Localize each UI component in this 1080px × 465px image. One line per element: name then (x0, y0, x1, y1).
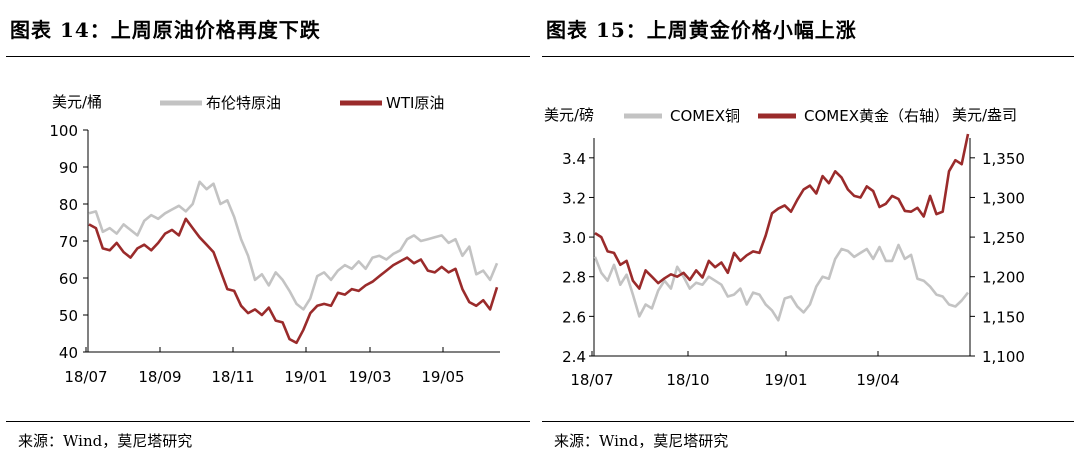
figure-title: 图表 14：上周原油价格再度下跌 (10, 18, 321, 42)
y-tick-label: 70 (59, 233, 78, 251)
y-right-tick-label: 1,350 (982, 150, 1025, 168)
x-tick-label: 18/11 (211, 368, 254, 386)
y-left-tick-label: 2.4 (562, 348, 586, 366)
y-tick-label: 80 (59, 196, 78, 214)
series-line-brent (88, 180, 499, 311)
gold-copper-line-chart: 3.4 3.2 3.0 2.8 2.6 2.4 1,350 1,300 1,250 1,200 1,… (544, 106, 1025, 389)
y-tick-label: 90 (59, 159, 78, 177)
y-right-tick-label: 1,100 (982, 348, 1025, 366)
y-right-tick-label: 1,300 (982, 189, 1025, 207)
y-tick-label: 100 (49, 122, 78, 140)
x-tick-label: 18/10 (666, 371, 709, 389)
y-left-tick-label: 3.4 (562, 150, 586, 168)
y-left-tick-label: 3.2 (562, 189, 586, 207)
series-line-wti (88, 217, 499, 345)
source-note: 来源：Wind，莫尼塔研究 (554, 432, 729, 450)
y-left-tick-label: 2.8 (562, 269, 586, 287)
source-divider (6, 421, 530, 422)
y-left-tick-label: 2.6 (562, 308, 586, 326)
source-divider (542, 421, 1074, 422)
y-axis-left-unit: 美元/磅 (544, 106, 594, 124)
source-note: 来源：Wind，莫尼塔研究 (18, 432, 193, 450)
title-divider (6, 56, 530, 57)
y-axis-unit: 美元/桶 (52, 93, 102, 111)
x-tick-label: 19/01 (284, 368, 327, 386)
y-right-tick-label: 1,200 (982, 269, 1025, 287)
x-tick-label: 19/03 (348, 368, 391, 386)
x-tick-label: 18/09 (138, 368, 181, 386)
y-tick-label: 60 (59, 270, 78, 288)
y-axis-right-unit: 美元/盎司 (952, 106, 1017, 124)
figure-title: 图表 15：上周黄金价格小幅上涨 (546, 18, 857, 42)
title-divider (542, 56, 1074, 57)
legend-label: COMEX黄金（右轴） (804, 107, 949, 125)
y-tick-label: 50 (59, 307, 78, 325)
legend-label: 布伦特原油 (206, 94, 281, 112)
x-tick-label: 18/07 (570, 371, 613, 389)
figure-panel-gold-copper: 图表 15：上周黄金价格小幅上涨 3.4 3.2 3.0 2.8 2.6 2.4 1,350… (536, 0, 1080, 465)
y-right-tick-label: 1,250 (982, 229, 1025, 247)
figure-panel-crude-oil: 图表 14：上周原油价格再度下跌 100 90 80 70 60 50 40 18/07 18/… (0, 0, 536, 465)
series-line-gold (594, 133, 970, 290)
crude-oil-line-chart: 100 90 80 70 60 50 40 18/07 18/09 18/11 19/01 19/03… (49, 93, 500, 386)
legend-label: WTI原油 (386, 94, 444, 112)
x-tick-label: 18/07 (64, 368, 107, 386)
y-right-tick-label: 1,150 (982, 308, 1025, 326)
series-line-copper (593, 243, 970, 322)
legend-label: COMEX铜 (670, 107, 740, 125)
y-tick-label: 40 (59, 344, 78, 362)
x-tick-label: 19/04 (856, 371, 899, 389)
y-left-tick-label: 3.0 (562, 229, 586, 247)
x-tick-label: 19/05 (421, 368, 464, 386)
x-tick-label: 19/01 (764, 371, 807, 389)
